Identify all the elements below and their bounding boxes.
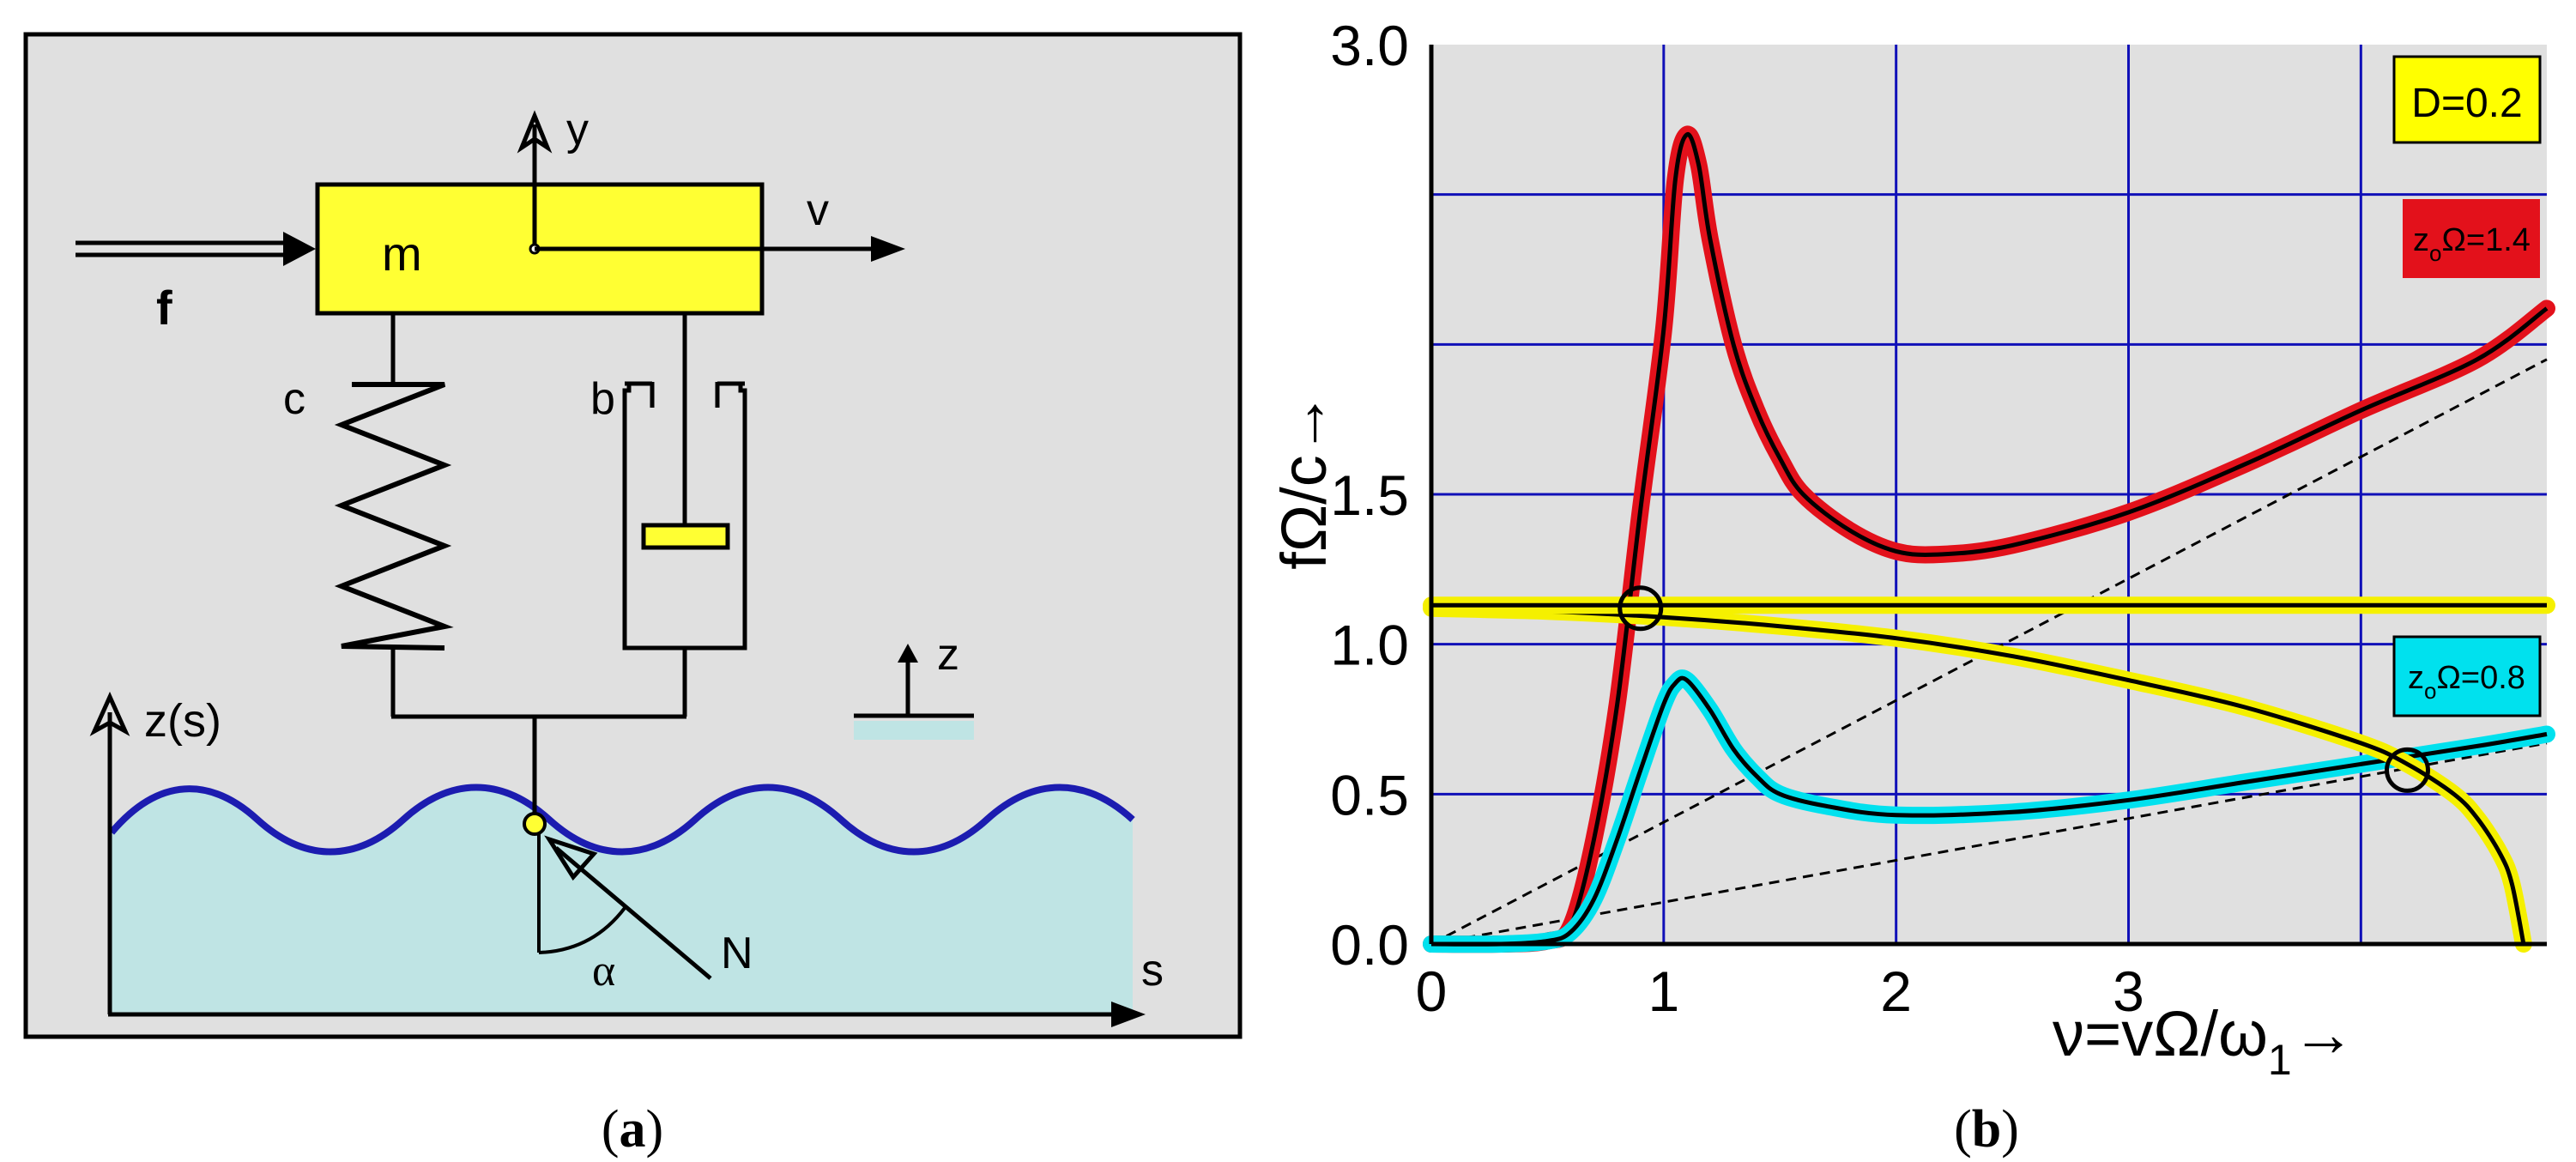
legend-low-box	[2392, 635, 2542, 717]
s-axis-label: s	[1141, 946, 1164, 996]
z-marker-label: z	[937, 630, 959, 680]
spring-label: c	[283, 374, 305, 424]
z-marker-arrowhead	[898, 644, 918, 663]
road-axis-arrowhead	[89, 691, 130, 736]
x-axis-title: ν=vΩ/ω1→	[2053, 998, 2355, 1084]
water-wave-line	[108, 784, 1135, 856]
series-zo-1-4-line	[1430, 132, 2549, 947]
legend-high-box	[2403, 199, 2540, 278]
y-tick-label-2: 1.0	[1330, 614, 1409, 677]
normal-force-arrowhead	[544, 835, 598, 881]
y-axis-label: y	[566, 105, 589, 154]
angle-arc	[538, 906, 626, 954]
series-zo-0-8-line	[1430, 675, 2548, 947]
series-d-0-2-resistance-line	[1430, 606, 2526, 945]
x-tick-label-1: 1	[1648, 959, 1679, 1023]
legend-high-text: zoΩ=1.4	[2413, 222, 2531, 266]
intersection-marker-0	[1618, 585, 1664, 632]
x-tick-label-2: 2	[1880, 959, 1912, 1023]
series	[1423, 125, 2555, 953]
normal-label: N	[721, 929, 753, 978]
z-marker-water	[854, 721, 974, 740]
y-tick-label-4: 3.0	[1330, 14, 1409, 77]
damper-label: b	[590, 374, 615, 424]
spring-coil	[334, 382, 454, 651]
legend-damping-box	[2392, 55, 2542, 144]
series-reference-line-2	[1430, 741, 2548, 946]
water-area	[112, 787, 1133, 1013]
y-tick-label-3: 1.5	[1330, 463, 1409, 527]
y-tick-label-0: 0.0	[1330, 913, 1409, 977]
x-tick-label-3: 3	[2113, 959, 2144, 1023]
panel-b-caption: (b)	[1954, 1100, 2019, 1159]
legend-damping: D=0.2	[2392, 55, 2542, 144]
legend-low-amplitude: zoΩ=0.8	[2392, 635, 2542, 717]
force-arrowhead	[283, 232, 316, 266]
intersection-marker-1	[2385, 747, 2430, 793]
y-axis-arrowhead	[517, 110, 553, 154]
force-label: f	[156, 281, 172, 335]
intersection-markers	[1618, 585, 2430, 793]
tick-labels: 0.0 0.5 1.0 1.5 3.0 0 1 2 3	[1330, 14, 2144, 1023]
velocity-arrowhead	[871, 236, 905, 262]
legend-high-amplitude: zoΩ=1.4	[2403, 199, 2540, 278]
y-tick-label-1: 0.5	[1330, 763, 1409, 826]
mass-label: m	[382, 227, 422, 281]
legend-damping-text: D=0.2	[2411, 81, 2522, 126]
damper-piston	[641, 523, 730, 550]
contact-point	[523, 812, 547, 836]
angle-label: α	[592, 947, 615, 996]
panel-a-caption: (a)	[602, 1100, 663, 1159]
s-axis-arrowhead	[1111, 1002, 1146, 1027]
velocity-label: v	[807, 185, 829, 235]
road-axis-label: z(s)	[144, 695, 221, 747]
x-tick-label-0: 0	[1416, 959, 1448, 1023]
panel-b: 0.0 0.5 1.0 1.5 3.0 0 1 2 3 fΩ/c→ ν=vΩ/ω1→ D=0.2…	[1268, 14, 2555, 1159]
panel-a: z(s) s m f y v c b	[23, 32, 1243, 1159]
y-axis-title: fΩ/c→	[1268, 391, 1339, 569]
legend-low-text: zoΩ=0.8	[2408, 660, 2525, 704]
